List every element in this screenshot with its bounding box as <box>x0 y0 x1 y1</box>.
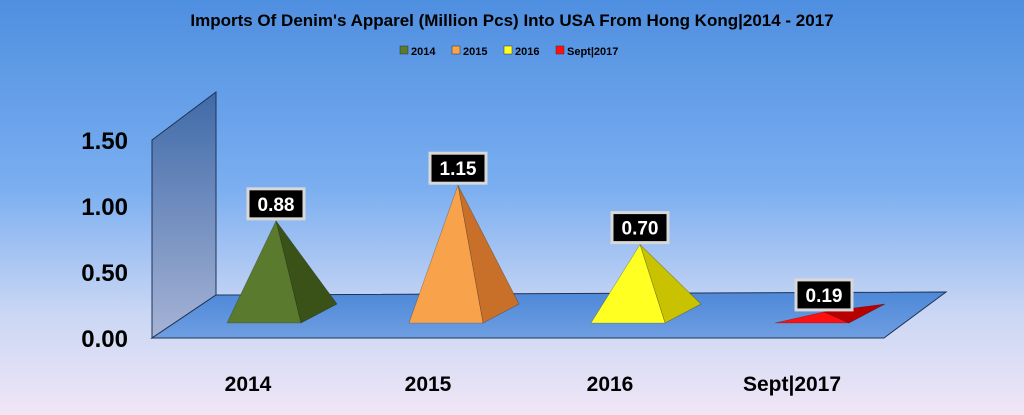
bar-front <box>774 311 850 324</box>
data-label: 0.19 <box>806 286 843 307</box>
data-label-box <box>246 187 306 221</box>
chart-floor <box>150 291 948 339</box>
chart-legend: 2014 2015 2016 Sept|2017 <box>399 45 618 58</box>
data-label-box <box>428 151 488 185</box>
legend-item: 2016 <box>503 45 539 58</box>
y-tick-label: 1.00 <box>81 194 128 221</box>
legend-swatch <box>555 45 565 55</box>
x-axis: 2014 2015 2016 Sept|2017 <box>225 373 841 396</box>
bar-front <box>226 219 302 324</box>
bar-Sept|2017: 0.19 <box>774 278 886 324</box>
bar-side <box>639 244 702 324</box>
y-tick-label: 0.50 <box>81 260 128 287</box>
legend-item: 2015 <box>451 45 487 58</box>
legend-label: Sept|2017 <box>567 46 618 58</box>
y-tick-label: 0.00 <box>81 326 128 353</box>
bar-front <box>590 243 666 324</box>
chart-marks: 0.88 1.15 0.70 0.19 <box>226 151 886 324</box>
y-axis: 0.00 0.50 1.00 1.50 <box>81 128 128 353</box>
legend-label: 2016 <box>515 46 539 58</box>
data-label: 0.70 <box>622 219 659 240</box>
data-label-box <box>794 278 854 312</box>
x-tick-label: Sept|2017 <box>743 373 841 396</box>
data-label: 0.88 <box>258 195 295 216</box>
y-tick-label: 1.50 <box>81 128 128 155</box>
bar-2016: 0.70 <box>590 211 702 324</box>
data-label-box <box>610 211 670 245</box>
bar-front <box>408 184 484 324</box>
legend-item: Sept|2017 <box>555 45 618 58</box>
legend-swatch <box>451 45 461 55</box>
legend-label: 2014 <box>411 46 436 58</box>
legend-swatch <box>503 45 513 55</box>
bar-2014: 0.88 <box>226 187 338 324</box>
chart-title: Imports Of Denim's Apparel (Million Pcs)… <box>190 11 833 30</box>
data-label: 1.15 <box>440 159 477 180</box>
legend-item: 2014 <box>399 45 436 58</box>
legend-swatch <box>399 45 409 55</box>
bar-2015: 1.15 <box>408 151 520 324</box>
legend-label: 2015 <box>463 46 487 58</box>
x-tick-label: 2016 <box>587 373 634 396</box>
bar-side <box>275 220 338 324</box>
x-tick-label: 2014 <box>225 373 272 396</box>
x-tick-label: 2015 <box>405 373 452 396</box>
